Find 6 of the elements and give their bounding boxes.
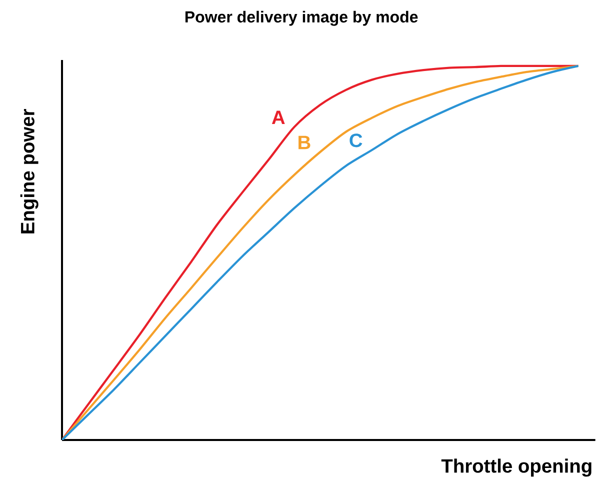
x-axis-title: Throttle opening	[441, 458, 592, 477]
series-label: C	[350, 134, 362, 148]
y-axis-title: Engine power	[20, 109, 38, 234]
series-label: A	[272, 110, 285, 124]
chart-title: Power delivery image by mode	[185, 10, 418, 26]
series-label: B	[298, 136, 310, 150]
